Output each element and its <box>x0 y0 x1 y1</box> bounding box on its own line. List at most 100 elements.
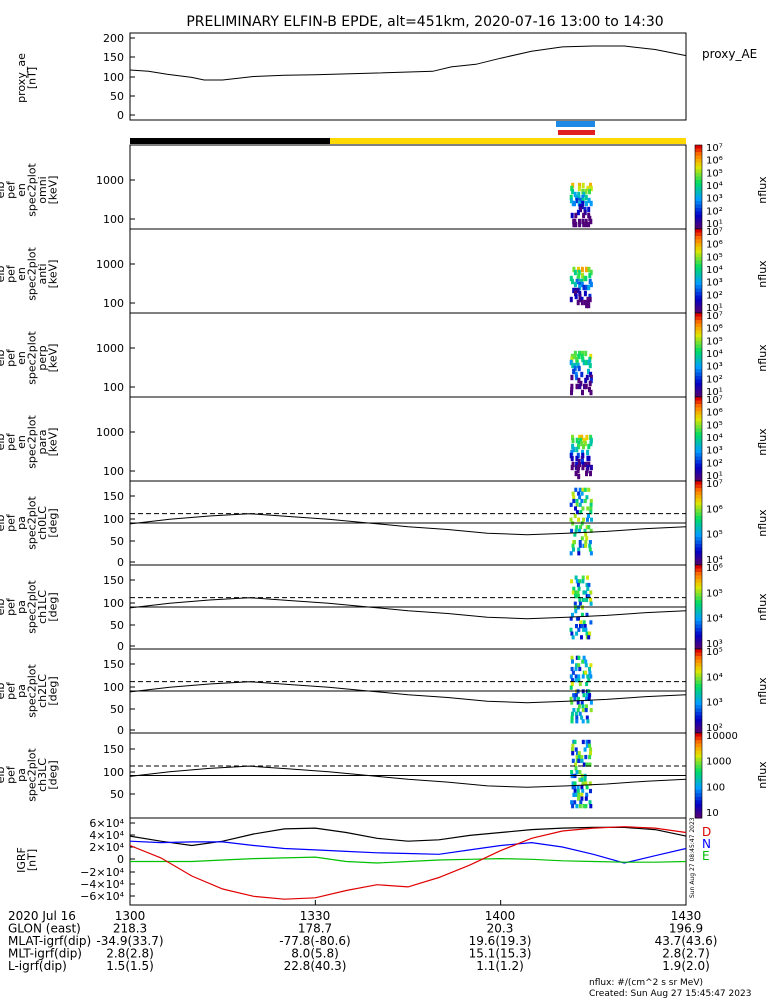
colorbar-tick: 10² <box>706 723 723 734</box>
y-tick-label: 0 <box>117 109 124 122</box>
spectrogram-blob <box>569 487 593 556</box>
spectrogram-cell <box>577 272 581 279</box>
spectrogram-cell <box>577 663 581 668</box>
colorbar-step <box>695 278 702 282</box>
spectrogram-cell <box>580 440 584 447</box>
spectrogram-cell <box>577 440 581 447</box>
spectrogram-cell <box>577 594 580 599</box>
spectrogram-cell <box>570 719 574 724</box>
panel-ylabel: proxy_ae[nT] <box>15 53 39 103</box>
colorbar-step <box>695 768 702 773</box>
colorbar-step <box>695 740 702 745</box>
spectrogram-cell <box>583 487 587 492</box>
y-tick-label: 0 <box>117 724 124 737</box>
panel-omni: elbpefenspec2plotomni[keV] 100010010⁷10⁶1… <box>0 143 769 230</box>
spectrogram-cell <box>588 296 592 303</box>
ylabel-line: pa <box>15 684 28 698</box>
igrf-E-line <box>130 856 687 864</box>
y-tick-label: 0 <box>117 556 124 569</box>
spectrogram-cell <box>589 663 593 668</box>
spectrogram-cell <box>574 371 578 378</box>
colorbar-step <box>695 358 702 363</box>
igrf-Z-line <box>129 826 687 900</box>
spectrogram-cell <box>589 747 593 752</box>
spectrogram-cell <box>574 693 578 698</box>
y-tick-label: 1000 <box>96 258 124 271</box>
colorbar-step <box>695 488 702 492</box>
spectrogram-cell <box>572 586 576 591</box>
colorbar-step <box>695 194 702 198</box>
spectrogram-cell <box>581 194 585 201</box>
spectrogram-cell <box>582 804 586 809</box>
spectrogram-cell <box>584 659 588 664</box>
colorbar-step <box>695 222 702 226</box>
colorbar-step <box>695 239 702 244</box>
spectrogram-cell <box>585 792 589 797</box>
spectrogram-cell <box>572 446 576 453</box>
spectrogram-cell <box>574 666 578 672</box>
spectrogram-cell <box>583 383 586 390</box>
colorbar-step <box>695 418 702 422</box>
colorbar-step <box>695 810 702 815</box>
spectrogram-cell <box>581 674 585 679</box>
spectrogram-cell <box>585 594 589 599</box>
colorbar-step <box>695 218 702 223</box>
spectrogram-cell <box>581 788 585 794</box>
colorbar-step <box>695 757 702 762</box>
spectrogram-cell <box>577 185 581 192</box>
spectrogram-cell <box>577 655 581 660</box>
colorbar-step <box>695 365 702 370</box>
spectrogram-cell <box>574 590 578 595</box>
colorbar-step <box>695 292 702 296</box>
spectrogram-cell <box>575 663 578 668</box>
spectrogram-cell <box>574 528 578 533</box>
spectrogram-cell <box>587 221 591 228</box>
spectrogram-cell <box>572 368 576 375</box>
colorbar-step <box>695 176 702 181</box>
spectrogram-cell <box>578 461 581 468</box>
colorbar-step <box>695 680 702 685</box>
colorbar-step <box>695 677 702 681</box>
spectrogram-cell <box>582 443 585 450</box>
spectrogram-cell <box>580 278 584 285</box>
colorbar-step <box>695 271 702 275</box>
colorbar-step <box>695 649 702 653</box>
y-tick-label: 100 <box>103 213 124 226</box>
colorbar: 10⁷ 10⁶ 10⁵ 10⁴ nflux <box>694 479 769 566</box>
spectrogram-cell <box>581 389 584 396</box>
spectrogram-cell <box>575 455 579 462</box>
spectrogram-cell <box>587 302 591 309</box>
colorbar-step <box>695 589 702 594</box>
spectrogram-cell <box>581 739 585 745</box>
y-tick-label: 50 <box>110 619 124 632</box>
spectrogram-cell <box>570 356 574 363</box>
xaxis-row-value: 1.9(2.0) <box>662 959 710 973</box>
colorbar-step <box>695 645 702 650</box>
spectrogram-cell <box>580 498 584 504</box>
colorbar-step <box>695 467 702 471</box>
spectrogram-cell <box>577 678 581 683</box>
colorbar-tick: 1000 <box>706 757 731 768</box>
colorbar-step <box>695 638 702 643</box>
spectrogram-cell <box>587 487 591 492</box>
xaxis-row-value: 1400 <box>485 909 516 923</box>
colorbar-step <box>695 439 702 443</box>
spectrogram-cell <box>578 221 582 228</box>
spectrogram-cell <box>576 751 579 756</box>
spectrogram-cell <box>584 754 588 760</box>
colorbar-step <box>695 204 702 209</box>
colorbar-step <box>695 705 702 709</box>
colorbar-step <box>695 624 702 629</box>
colorbar-tick: 10⁶ <box>706 563 723 574</box>
colorbar-step <box>695 414 702 419</box>
spectrogram-cell <box>587 739 591 745</box>
spectrogram-cell <box>575 579 579 584</box>
y-tick-label: 100 <box>103 513 124 526</box>
colorbar-tick: 10000 <box>706 731 738 742</box>
spectrogram-cell <box>578 350 581 357</box>
panel-frame <box>129 312 687 398</box>
y-tick-label: 200 <box>103 32 124 45</box>
colorbar-step <box>695 442 702 447</box>
spectrogram-cell <box>583 624 587 629</box>
colorbar-step <box>695 600 702 604</box>
